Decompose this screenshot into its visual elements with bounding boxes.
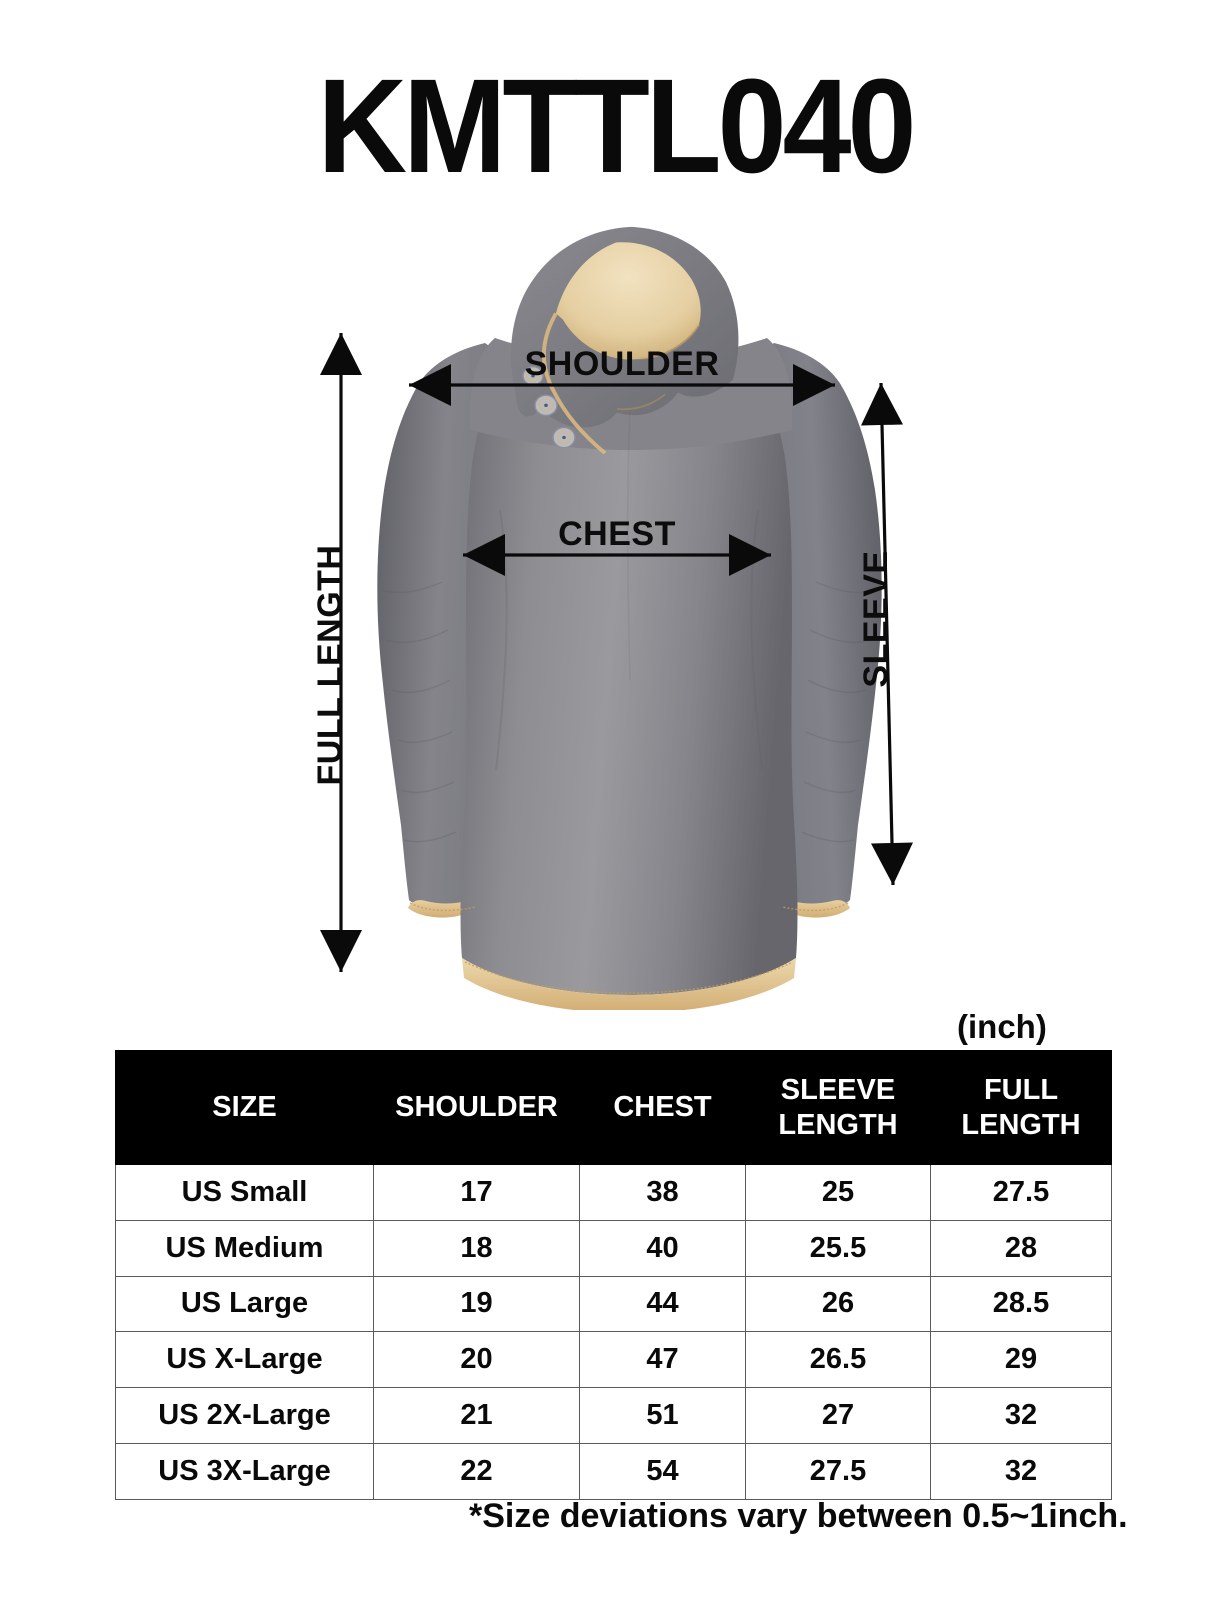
- svg-text:FULL LENGTH: FULL LENGTH: [311, 545, 349, 786]
- svg-text:SLEEVE: SLEEVE: [857, 550, 895, 687]
